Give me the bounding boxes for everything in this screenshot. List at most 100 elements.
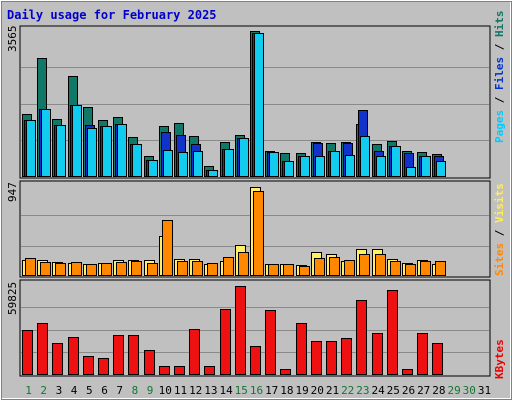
bar-kbytes-day-17	[265, 310, 276, 375]
bar-pages-day-25	[391, 146, 401, 177]
bar-kbytes-day-28	[432, 343, 443, 375]
bar-kbytes-day-18	[280, 369, 291, 375]
chart-marks	[21, 31, 489, 375]
bar-kbytes-day-8	[128, 335, 139, 375]
legend-separator: /	[493, 223, 506, 243]
bar-kbytes-day-14	[220, 309, 231, 375]
bar-sites-day-16	[253, 191, 264, 276]
legend-entry: Sites	[493, 243, 506, 276]
day-label: 9	[147, 384, 154, 397]
bar-sites-day-25	[390, 261, 401, 276]
bar-sites-day-8	[131, 261, 142, 276]
bar-pages-day-6	[102, 126, 112, 177]
day-label: 3	[56, 384, 63, 397]
day-label: 27	[417, 384, 430, 397]
bar-pages-day-4	[72, 105, 82, 177]
panel-max-label: 3565	[6, 26, 19, 53]
panel-max-label: 59825	[6, 282, 19, 315]
bar-sites-day-24	[375, 254, 386, 276]
day-label: 19	[295, 384, 308, 397]
bar-sites-day-27	[420, 261, 431, 276]
panel-legend: Sites / Visits	[493, 183, 506, 276]
bar-kbytes-day-26	[402, 369, 413, 375]
day-label: 28	[432, 384, 445, 397]
bar-kbytes-day-22	[341, 338, 352, 375]
bar-sites-day-19	[299, 266, 310, 276]
bar-kbytes-day-19	[296, 323, 307, 375]
bar-pages-day-26	[406, 167, 416, 177]
bar-kbytes-day-23	[356, 300, 367, 375]
bar-sites-day-3	[55, 263, 66, 276]
legend-entry: Files	[493, 57, 506, 90]
day-label: 18	[280, 384, 293, 397]
bar-sites-day-28	[435, 261, 446, 276]
day-label: 13	[204, 384, 217, 397]
bar-sites-day-9	[147, 263, 158, 276]
day-label: 8	[132, 384, 139, 397]
bar-pages-day-27	[421, 156, 431, 177]
bar-sites-day-21	[329, 257, 340, 276]
bar-kbytes-day-27	[417, 333, 428, 375]
bar-pages-day-13	[208, 170, 218, 177]
panel-legend: KBytes	[493, 339, 506, 379]
bar-pages-day-12	[193, 151, 203, 177]
day-label: 1	[25, 384, 32, 397]
day-label: 2	[40, 384, 47, 397]
bar-pages-day-5	[87, 128, 97, 177]
bar-pages-day-9	[148, 160, 158, 177]
bar-sites-day-17	[268, 264, 279, 276]
bar-pages-day-23	[360, 136, 370, 177]
panel-max-label: 947	[6, 182, 19, 202]
bar-pages-day-22	[345, 155, 355, 177]
bar-kbytes-day-3	[52, 343, 63, 375]
day-label: 10	[159, 384, 172, 397]
bar-kbytes-day-11	[174, 366, 185, 375]
legend-separator: /	[493, 37, 506, 57]
bar-kbytes-day-4	[68, 337, 79, 375]
bar-pages-day-16	[254, 33, 264, 177]
bar-pages-day-18	[284, 161, 294, 177]
bar-sites-day-7	[116, 262, 127, 276]
bar-sites-day-18	[283, 264, 294, 276]
legend-separator: /	[493, 90, 506, 110]
bar-pages-day-2	[41, 109, 51, 177]
bar-kbytes-day-1	[22, 330, 33, 375]
bar-sites-day-4	[71, 262, 82, 276]
bar-pages-day-1	[26, 120, 36, 177]
bar-sites-day-6	[101, 263, 112, 276]
bar-kbytes-day-24	[372, 333, 383, 375]
day-label: 30	[463, 384, 476, 397]
bar-pages-day-10	[163, 150, 173, 177]
day-label: 23	[356, 384, 369, 397]
bar-sites-day-11	[177, 261, 188, 276]
day-label: 11	[174, 384, 187, 397]
day-label: 26	[402, 384, 415, 397]
bar-kbytes-day-15	[235, 286, 246, 375]
bar-kbytes-day-7	[113, 335, 124, 375]
day-label: 17	[265, 384, 278, 397]
bar-pages-day-3	[56, 125, 66, 177]
bar-kbytes-day-9	[144, 350, 155, 375]
day-label: 7	[116, 384, 123, 397]
bar-sites-day-14	[223, 257, 234, 276]
day-label: 20	[311, 384, 324, 397]
day-label: 22	[341, 384, 354, 397]
bar-kbytes-day-25	[387, 290, 398, 375]
bar-pages-day-7	[117, 124, 127, 177]
bar-pages-day-19	[300, 156, 310, 177]
bar-sites-day-15	[238, 252, 249, 276]
bar-kbytes-day-6	[98, 358, 109, 375]
bar-sites-day-20	[314, 258, 325, 276]
bar-pages-day-15	[239, 138, 249, 177]
panel-legend: Pages / Files / Hits	[493, 11, 506, 144]
day-label: 29	[447, 384, 460, 397]
bar-sites-day-12	[192, 261, 203, 276]
bar-sites-day-13	[207, 263, 218, 276]
bar-kbytes-day-10	[159, 366, 170, 375]
day-label: 21	[326, 384, 339, 397]
bar-kbytes-day-21	[326, 341, 337, 375]
bar-pages-day-8	[132, 144, 142, 177]
